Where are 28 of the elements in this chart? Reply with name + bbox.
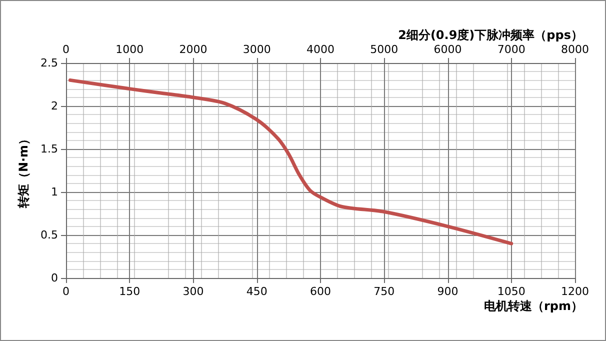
x2-axis-title: 2细分(0.9度)下脉冲频率（pps）	[398, 28, 583, 42]
x2-tick-label: 5000	[370, 43, 398, 56]
x-tick-label: 600	[310, 285, 331, 298]
y-tick-label: 1	[51, 186, 58, 198]
y-tick-label: 1.5	[40, 142, 58, 156]
x-tick-label: 150	[119, 285, 140, 298]
x2-tick-label: 4000	[306, 43, 334, 56]
x-tick-label: 900	[437, 285, 458, 298]
x-tick-label: 750	[374, 285, 395, 298]
x-tick-label: 300	[182, 285, 204, 298]
x2-tick-label: 2000	[179, 43, 208, 56]
y-tick-label: 2.5	[40, 56, 58, 70]
x-tick-label: 450	[246, 285, 268, 298]
x-axis-title: 电机转速（rpm）	[484, 299, 583, 313]
x2-tick-label: 6000	[434, 43, 462, 56]
y-tick-label: 2	[51, 100, 58, 112]
x2-tick-label: 1000	[116, 43, 144, 56]
x2-tick-label: 7000	[497, 43, 526, 56]
line-series	[68, 78, 514, 246]
y-tick-label: 0	[51, 272, 58, 284]
x-tick-label: 1050	[497, 285, 526, 298]
x2-tick-label: 8000	[561, 43, 589, 56]
y-tick-label: 0.5	[40, 228, 58, 242]
x2-tick-label: 0	[62, 43, 70, 56]
y-axis-title: 转矩（N·m）	[16, 132, 31, 210]
x-tick-label: 0	[62, 285, 70, 298]
x-tick-label: 1200	[561, 285, 589, 298]
x2-tick-label: 3000	[242, 43, 271, 56]
